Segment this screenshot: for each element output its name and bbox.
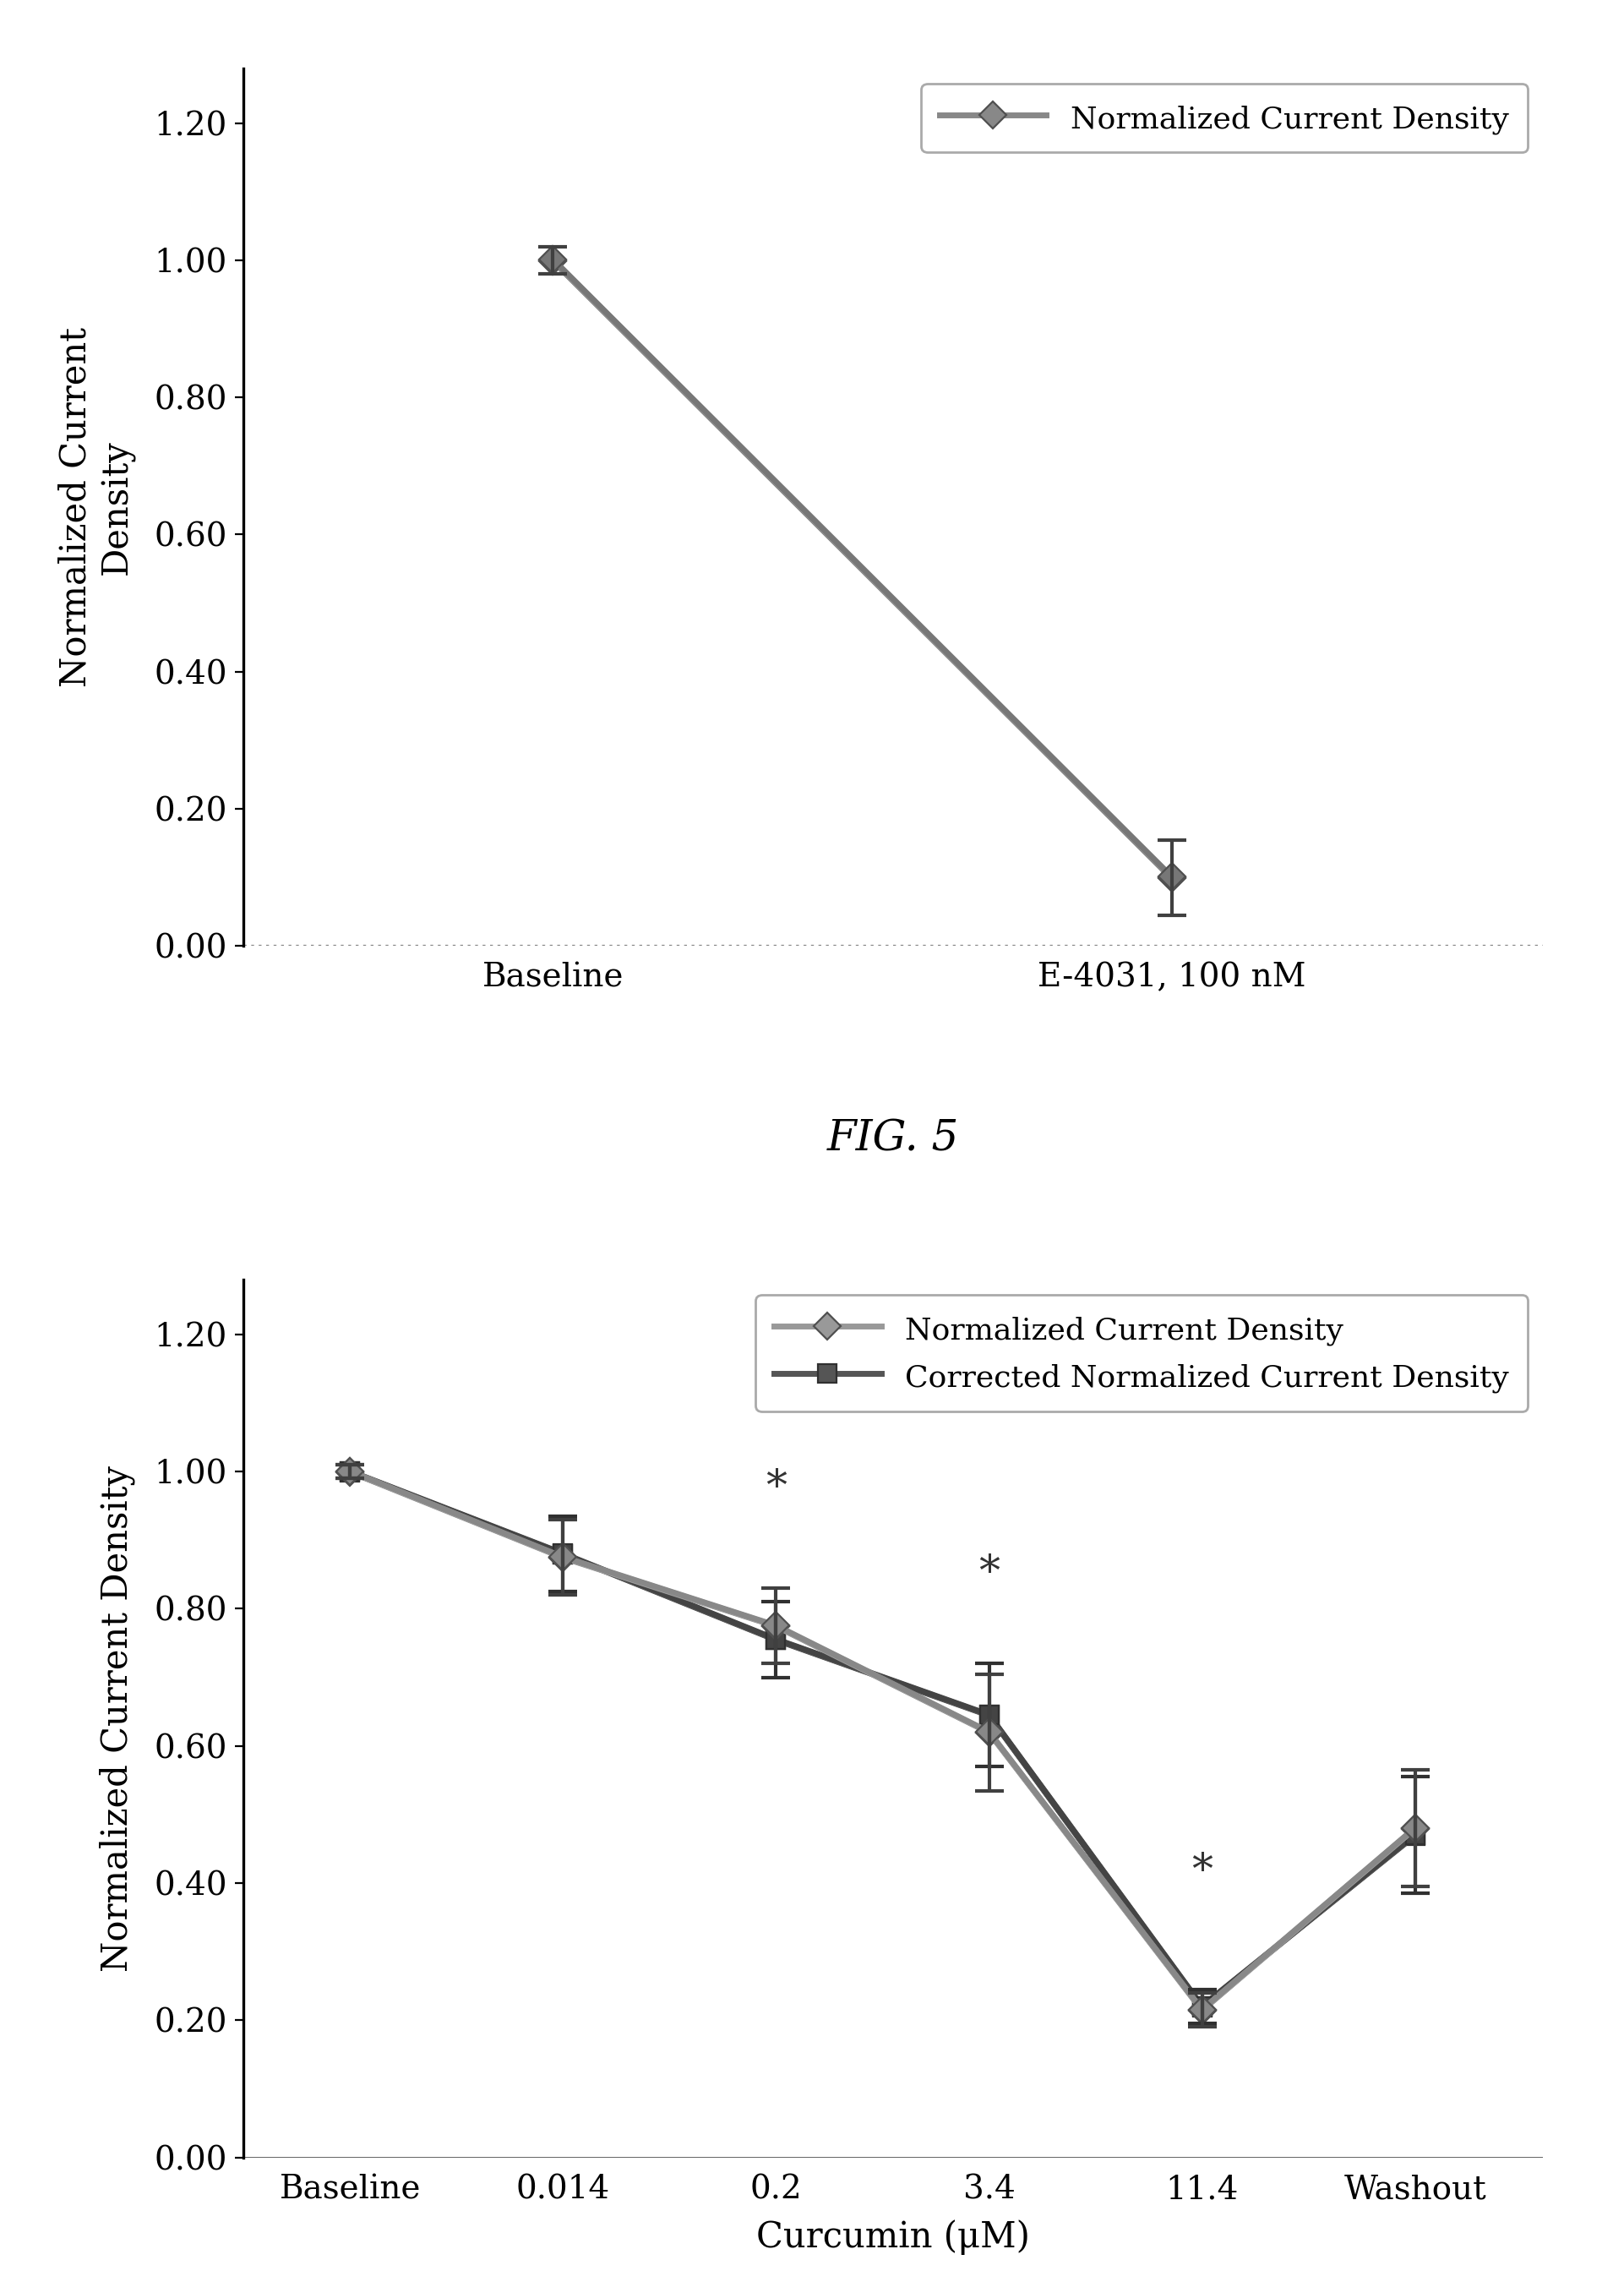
Text: *: *: [979, 1553, 1000, 1594]
Text: *: *: [1192, 1851, 1213, 1894]
Y-axis label: Normalized Current Density: Normalized Current Density: [99, 1465, 135, 1971]
Legend: Normalized Current Density, Corrected Normalized Current Density: Normalized Current Density, Corrected No…: [755, 1294, 1528, 1410]
Y-axis label: Normalized Current
Density: Normalized Current Density: [58, 327, 135, 688]
Text: *: *: [765, 1467, 786, 1510]
Legend: Normalized Current Density: Normalized Current Density: [921, 84, 1528, 152]
Text: FIG. 5: FIG. 5: [827, 1117, 960, 1160]
X-axis label: Curcumin (μM): Curcumin (μM): [757, 2219, 1030, 2255]
